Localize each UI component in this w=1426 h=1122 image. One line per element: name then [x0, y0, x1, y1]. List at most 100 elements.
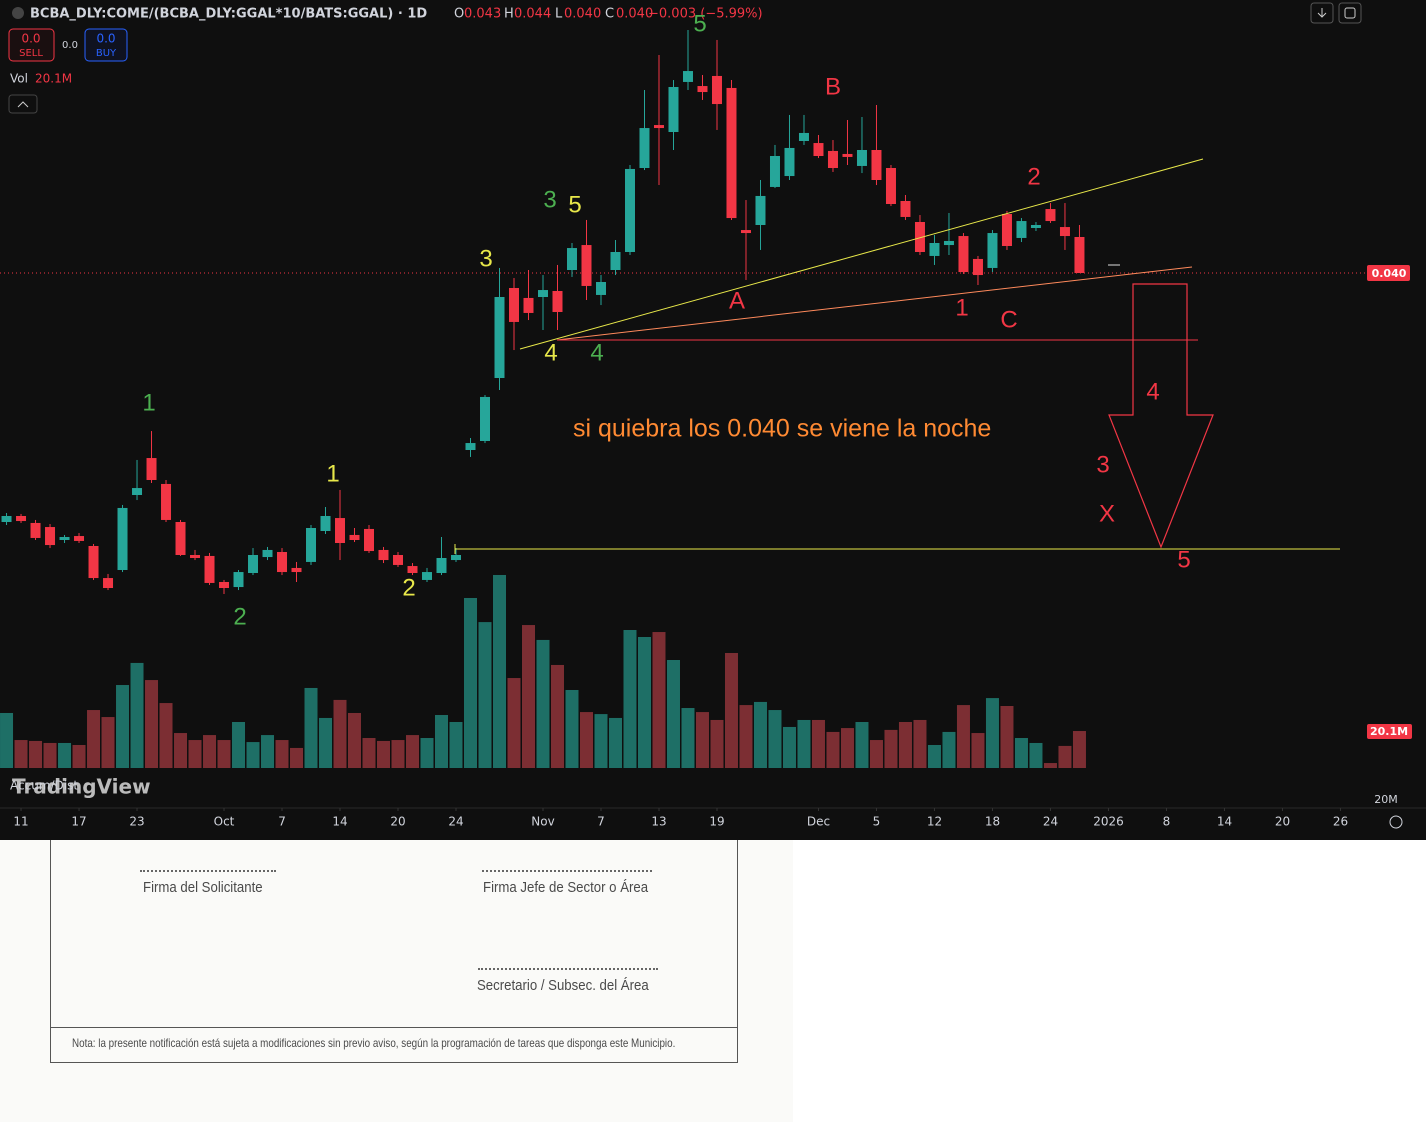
candle-body	[1001, 213, 1012, 246]
volume-bar	[464, 597, 478, 768]
volume-bar	[782, 726, 796, 768]
candle-body	[798, 132, 809, 141]
form-border	[737, 840, 738, 1062]
candle-body	[233, 572, 244, 588]
trend-line	[519, 158, 1204, 350]
fullscreen-icon	[1344, 7, 1356, 19]
volume-label: 20.1M	[1370, 725, 1408, 738]
sell-button[interactable]	[8, 28, 55, 62]
candle-body	[624, 168, 635, 252]
volume-bar	[275, 740, 289, 768]
candle-body	[88, 546, 99, 579]
drawings	[454, 158, 1340, 554]
candle-body	[813, 143, 824, 156]
settings-button[interactable]	[1389, 815, 1403, 829]
buy-price: 0.0	[96, 32, 115, 46]
x-tick-label: 2026	[1093, 815, 1124, 829]
sell-price: 0.0	[21, 32, 40, 46]
candle-body	[914, 222, 925, 252]
vol-label: Vol	[10, 72, 28, 86]
signature-line	[478, 968, 658, 970]
wave-label: B	[825, 73, 841, 100]
candle-body	[856, 150, 867, 166]
volume-bar	[840, 728, 854, 768]
volume-bar	[521, 625, 535, 768]
sell-label: SELL	[19, 48, 43, 59]
volume-bar	[826, 731, 840, 768]
indicator-label: Accum/Dist	[10, 779, 78, 793]
volume-bar	[1029, 742, 1043, 768]
volume-bar	[985, 698, 999, 768]
x-tick-label: 11	[13, 815, 28, 829]
volume-bar	[608, 717, 622, 768]
candle-body	[1030, 225, 1041, 228]
candle-body	[1045, 209, 1056, 222]
candle-body	[30, 522, 41, 538]
candle-body	[1059, 227, 1070, 237]
volume-bar	[565, 689, 579, 768]
spread: 0.0	[62, 40, 78, 51]
volume-bar	[290, 747, 304, 768]
volume-bar	[29, 740, 43, 768]
x-tick-label: 14	[1217, 815, 1232, 829]
candle-body	[1074, 237, 1085, 273]
collapse-button[interactable]	[8, 94, 38, 114]
wave-label: 1	[326, 460, 339, 487]
x-tick-label: 24	[448, 815, 463, 829]
volume-bar	[550, 664, 564, 768]
wave-label: 2	[233, 603, 246, 630]
ohlc-value: 0.043	[464, 7, 501, 22]
volume-bar	[159, 703, 173, 768]
x-tick-label: Oct	[214, 815, 235, 829]
candle-body	[465, 443, 476, 450]
trend-line	[556, 266, 1193, 341]
buy-button[interactable]	[84, 28, 128, 62]
candle-body	[537, 290, 548, 297]
volume-bar	[724, 653, 738, 768]
signature-label: Firma del Solicitante	[143, 879, 263, 896]
indicator-tick: 20M	[1374, 793, 1398, 806]
candle-body	[784, 147, 795, 177]
x-tick-label: Dec	[807, 815, 830, 829]
change: −0.003 (−5.99%)	[648, 7, 763, 22]
form-note: Nota: la presente notificación está suje…	[72, 1036, 676, 1050]
candle-body	[755, 195, 766, 225]
candle-body	[45, 527, 56, 546]
candle-body	[306, 528, 317, 562]
volume-bar	[130, 662, 144, 768]
wave-label: A	[729, 287, 745, 314]
x-tick-label: 13	[651, 815, 666, 829]
x-tick-label: 23	[129, 815, 144, 829]
ohlc-key: L	[555, 7, 563, 22]
volume-bar	[869, 740, 883, 768]
wave-label: 1	[142, 389, 155, 416]
candle-body	[393, 555, 404, 565]
volume-bar	[0, 712, 14, 768]
volume-bar	[811, 719, 825, 768]
volume-bar	[1043, 763, 1057, 768]
candle-body	[668, 87, 679, 132]
candle-body	[871, 150, 882, 180]
fullscreen-button[interactable]	[1338, 2, 1362, 24]
candle-body	[219, 582, 230, 588]
annotation-text: si quiebra los 0.040 se viene la noche	[573, 415, 991, 443]
signature-line	[140, 870, 276, 872]
volume-bar	[435, 715, 449, 768]
volume-bar	[101, 717, 115, 768]
download-button[interactable]	[1310, 2, 1334, 24]
candle-body	[929, 243, 940, 256]
volume-bar	[739, 705, 753, 768]
x-tick-label: 8	[1163, 815, 1171, 829]
candle-body	[146, 458, 157, 480]
volume-bar	[391, 740, 405, 768]
candle-body	[581, 245, 592, 286]
candle-body	[190, 555, 201, 558]
volume-bar	[261, 735, 275, 768]
x-tick-label: 18	[985, 815, 1000, 829]
candle-body	[291, 567, 302, 573]
candle-body	[349, 534, 360, 540]
wave-label: 3	[543, 186, 556, 213]
candle-body	[451, 555, 462, 561]
candle-body	[972, 258, 983, 276]
symbol-icon	[12, 7, 24, 19]
